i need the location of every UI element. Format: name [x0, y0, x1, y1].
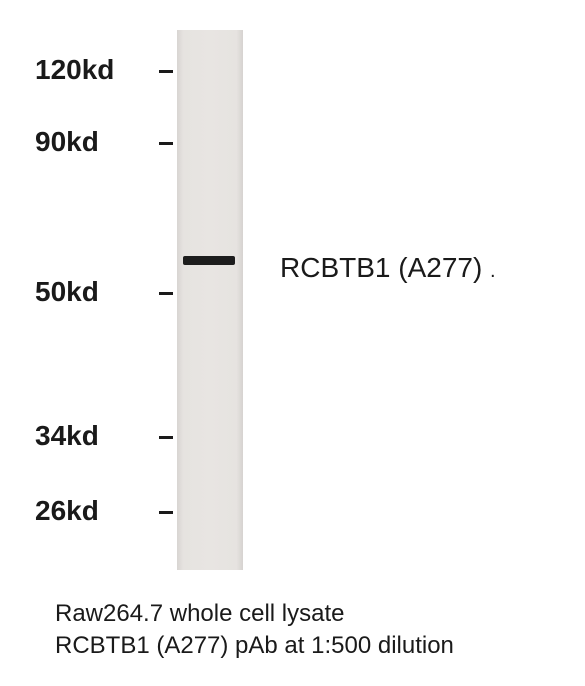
caption-line-2: RCBTB1 (A277) pAb at 1:500 dilution	[55, 632, 454, 659]
marker-50kd: 50kd	[35, 276, 99, 308]
blot-lane	[177, 30, 243, 570]
tick-26kd	[159, 511, 173, 514]
protein-band	[183, 256, 235, 265]
tick-34kd	[159, 436, 173, 439]
marker-90kd: 90kd	[35, 126, 99, 158]
caption-line-1: Raw264.7 whole cell lysate	[55, 600, 345, 627]
tick-50kd	[159, 292, 173, 295]
figure-caption: Raw264.7 whole cell lysate RCBTB1 (A277)…	[55, 598, 454, 663]
trailing-dot: .	[490, 260, 496, 283]
marker-120kd: 120kd	[35, 54, 114, 86]
marker-34kd: 34kd	[35, 420, 99, 452]
band-label: RCBTB1 (A277)	[280, 252, 482, 284]
marker-26kd: 26kd	[35, 495, 99, 527]
tick-90kd	[159, 142, 173, 145]
western-blot-figure: RCBTB1 (A277) . 120kd 90kd 50kd 34kd 26k…	[0, 0, 585, 686]
tick-120kd	[159, 70, 173, 73]
